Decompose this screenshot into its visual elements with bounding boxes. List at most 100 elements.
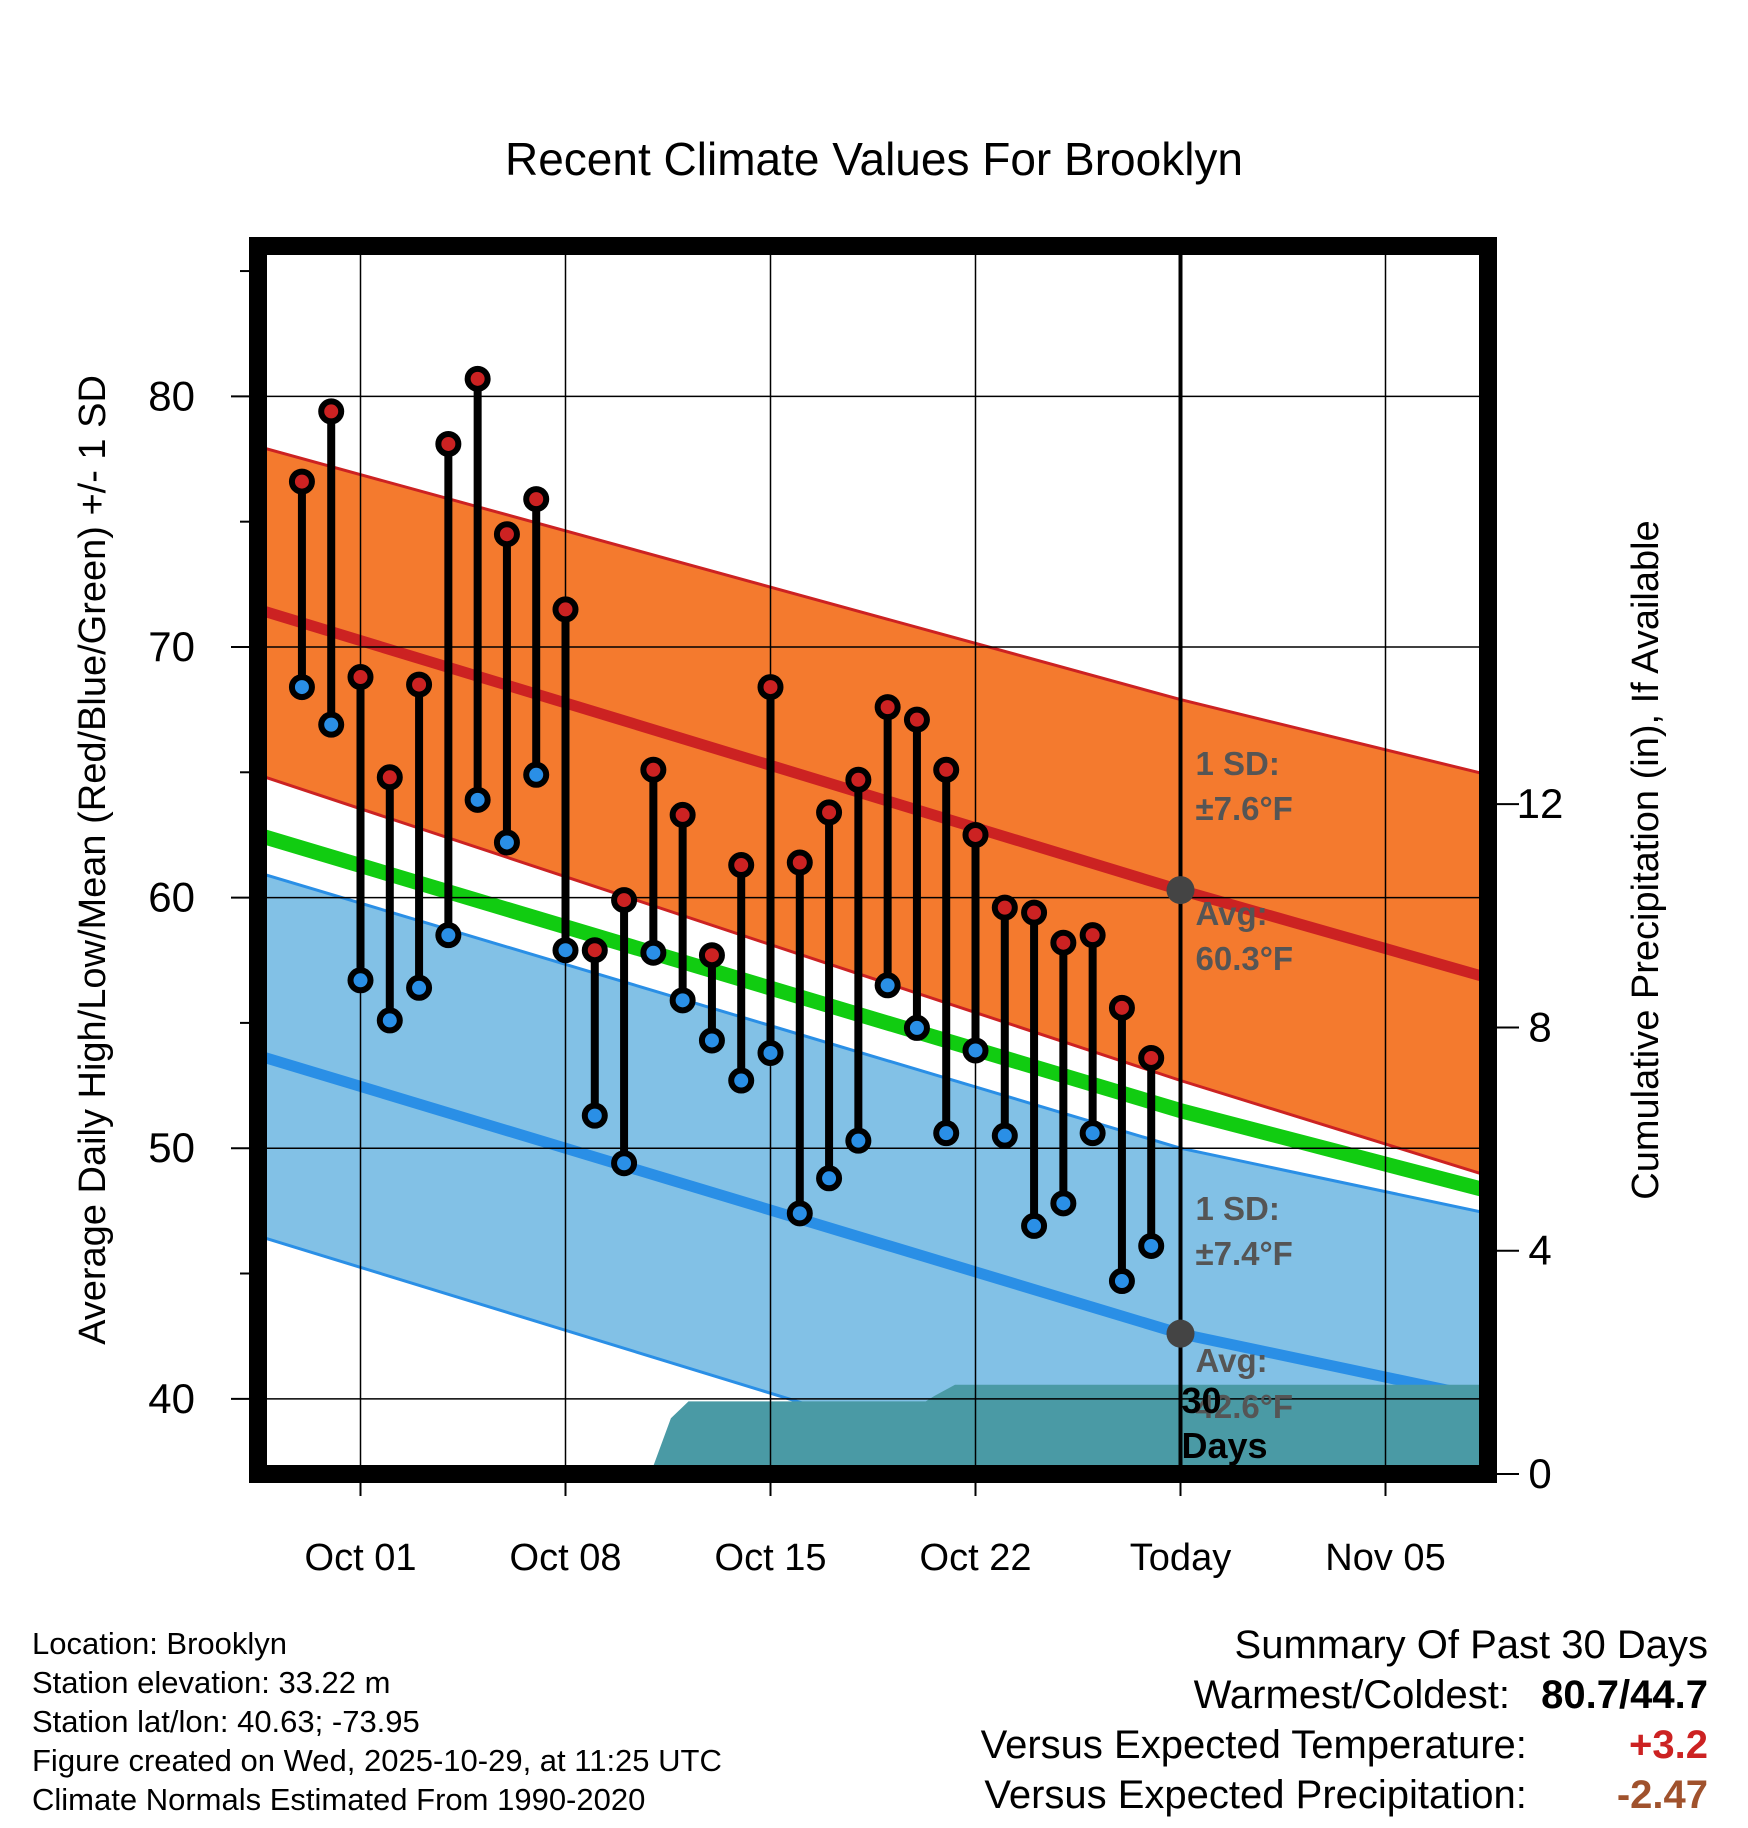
y-tick-label: 50: [148, 1124, 195, 1171]
x-tick-label: Oct 15: [715, 1537, 827, 1579]
low-point: [933, 1120, 960, 1147]
low-sd-label: 1 SD:: [1196, 1190, 1280, 1227]
y2-tick-label: 12: [1517, 780, 1564, 827]
days-word: Days: [1182, 1425, 1268, 1466]
high-point: [640, 756, 667, 783]
summary-panel: Summary Of Past 30 Days Warmest/Coldest:…: [981, 1620, 1708, 1820]
low-point: [962, 1037, 989, 1064]
y-tick-label: 60: [148, 874, 195, 921]
low-point: [523, 761, 550, 788]
plot-area: [258, 445, 1488, 1474]
high-point: [493, 521, 520, 548]
low-point: [581, 1102, 608, 1129]
high-sd-value: ±7.6°F: [1196, 790, 1293, 827]
high-point: [464, 365, 491, 392]
high-point: [435, 430, 462, 457]
high-point: [1108, 994, 1135, 1021]
x-tick-label: Nov 05: [1325, 1537, 1445, 1579]
low-point: [698, 1027, 725, 1054]
summary-title: Summary Of Past 30 Days: [1234, 1623, 1708, 1667]
warmest-value: 80.7: [1541, 1673, 1620, 1717]
low-point: [288, 674, 315, 701]
warm-cold-value: 80.7/44.7: [1541, 1670, 1708, 1720]
precip-row: Versus Expected Precipitation: -2.47: [981, 1770, 1708, 1820]
high-point: [669, 801, 696, 828]
station-info: Location: Brooklyn Station elevation: 33…: [32, 1624, 722, 1819]
high-point: [728, 852, 755, 879]
plot-frame: [249, 237, 1497, 1483]
precip-anomaly-value: -2.47: [1616, 1773, 1708, 1817]
low-point: [552, 937, 579, 964]
low-point: [903, 1014, 930, 1041]
low-point: [669, 987, 696, 1014]
high-point: [816, 799, 843, 826]
high-point: [1138, 1044, 1165, 1071]
daily-range-bars: [288, 365, 1195, 1348]
normals-text: Climate Normals Estimated From 1990-2020: [32, 1782, 646, 1817]
precip-label: Versus Expected Precipitation:: [984, 1773, 1527, 1817]
high-point: [406, 671, 433, 698]
temp-label: Versus Expected Temperature:: [980, 1723, 1527, 1767]
warm-cold-label: Warmest/Coldest:: [1193, 1673, 1511, 1717]
low-point: [318, 711, 345, 738]
low-point: [991, 1122, 1018, 1149]
y2-tick-label: 0: [1528, 1450, 1551, 1497]
high-point: [786, 849, 813, 876]
y2-tick-label: 8: [1528, 1003, 1551, 1050]
climate-chart: Recent Climate Values For Brooklyn 1 SD:…: [72, 133, 1667, 1600]
low-point: [757, 1039, 784, 1066]
low-point: [464, 786, 491, 813]
high-point: [903, 706, 930, 733]
low-point: [1138, 1232, 1165, 1259]
high-avg-value: 60.3°F: [1196, 940, 1294, 977]
high-point: [933, 756, 960, 783]
low-point: [493, 829, 520, 856]
low-point: [845, 1127, 872, 1154]
high-point: [874, 694, 901, 721]
high-point: [1050, 929, 1077, 956]
low-point: [874, 972, 901, 999]
high-point: [376, 764, 403, 791]
annotations: 1 SD: ±7.6°F Avg: 60.3°F 1 SD: ±7.4°F Avg: 42.6…: [1182, 745, 1294, 1466]
today-low-marker: [1166, 1319, 1195, 1348]
high-sd-label: 1 SD:: [1196, 745, 1280, 782]
x-tick-label: Oct 01: [305, 1537, 417, 1579]
low-point: [406, 974, 433, 1001]
high-point: [523, 486, 550, 513]
temp-row: Versus Expected Temperature: +3.2: [981, 1720, 1708, 1770]
y-tick-label: 70: [148, 623, 195, 670]
low-point: [611, 1150, 638, 1177]
high-point: [318, 398, 345, 425]
low-point: [1021, 1212, 1048, 1239]
y-tick-label: 80: [148, 372, 195, 419]
low-point: [1108, 1268, 1135, 1295]
high-avg-label: Avg:: [1196, 895, 1268, 932]
warm-cold-slash: /: [1619, 1673, 1631, 1717]
x-tick-label: Oct 22: [920, 1537, 1032, 1579]
low-point: [435, 922, 462, 949]
low-point: [1079, 1120, 1106, 1147]
y-axis-label-right: Cumulative Precipitation (in), If Availa…: [1625, 520, 1667, 1199]
high-point: [757, 674, 784, 701]
high-point: [288, 468, 315, 495]
high-point: [698, 942, 725, 969]
low-point: [347, 967, 374, 994]
x-tick-label: Oct 08: [510, 1537, 622, 1579]
elevation-text: Station elevation: 33.22 m: [32, 1665, 391, 1700]
created-text: Figure created on Wed, 2025-10-29, at 11…: [32, 1743, 722, 1778]
low-point: [640, 939, 667, 966]
high-point: [991, 894, 1018, 921]
x-tick-label: Today: [1130, 1537, 1231, 1579]
high-point: [962, 821, 989, 848]
low-point: [728, 1067, 755, 1094]
location-text: Location: Brooklyn: [32, 1626, 288, 1661]
low-avg-label: Avg:: [1196, 1342, 1268, 1379]
low-sd-value: ±7.4°F: [1196, 1235, 1293, 1272]
high-point: [347, 664, 374, 691]
high-point: [611, 887, 638, 914]
high-point: [1079, 922, 1106, 949]
low-point: [786, 1200, 813, 1227]
latlon-text: Station lat/lon: 40.63; -73.95: [32, 1704, 420, 1739]
low-point: [376, 1007, 403, 1034]
